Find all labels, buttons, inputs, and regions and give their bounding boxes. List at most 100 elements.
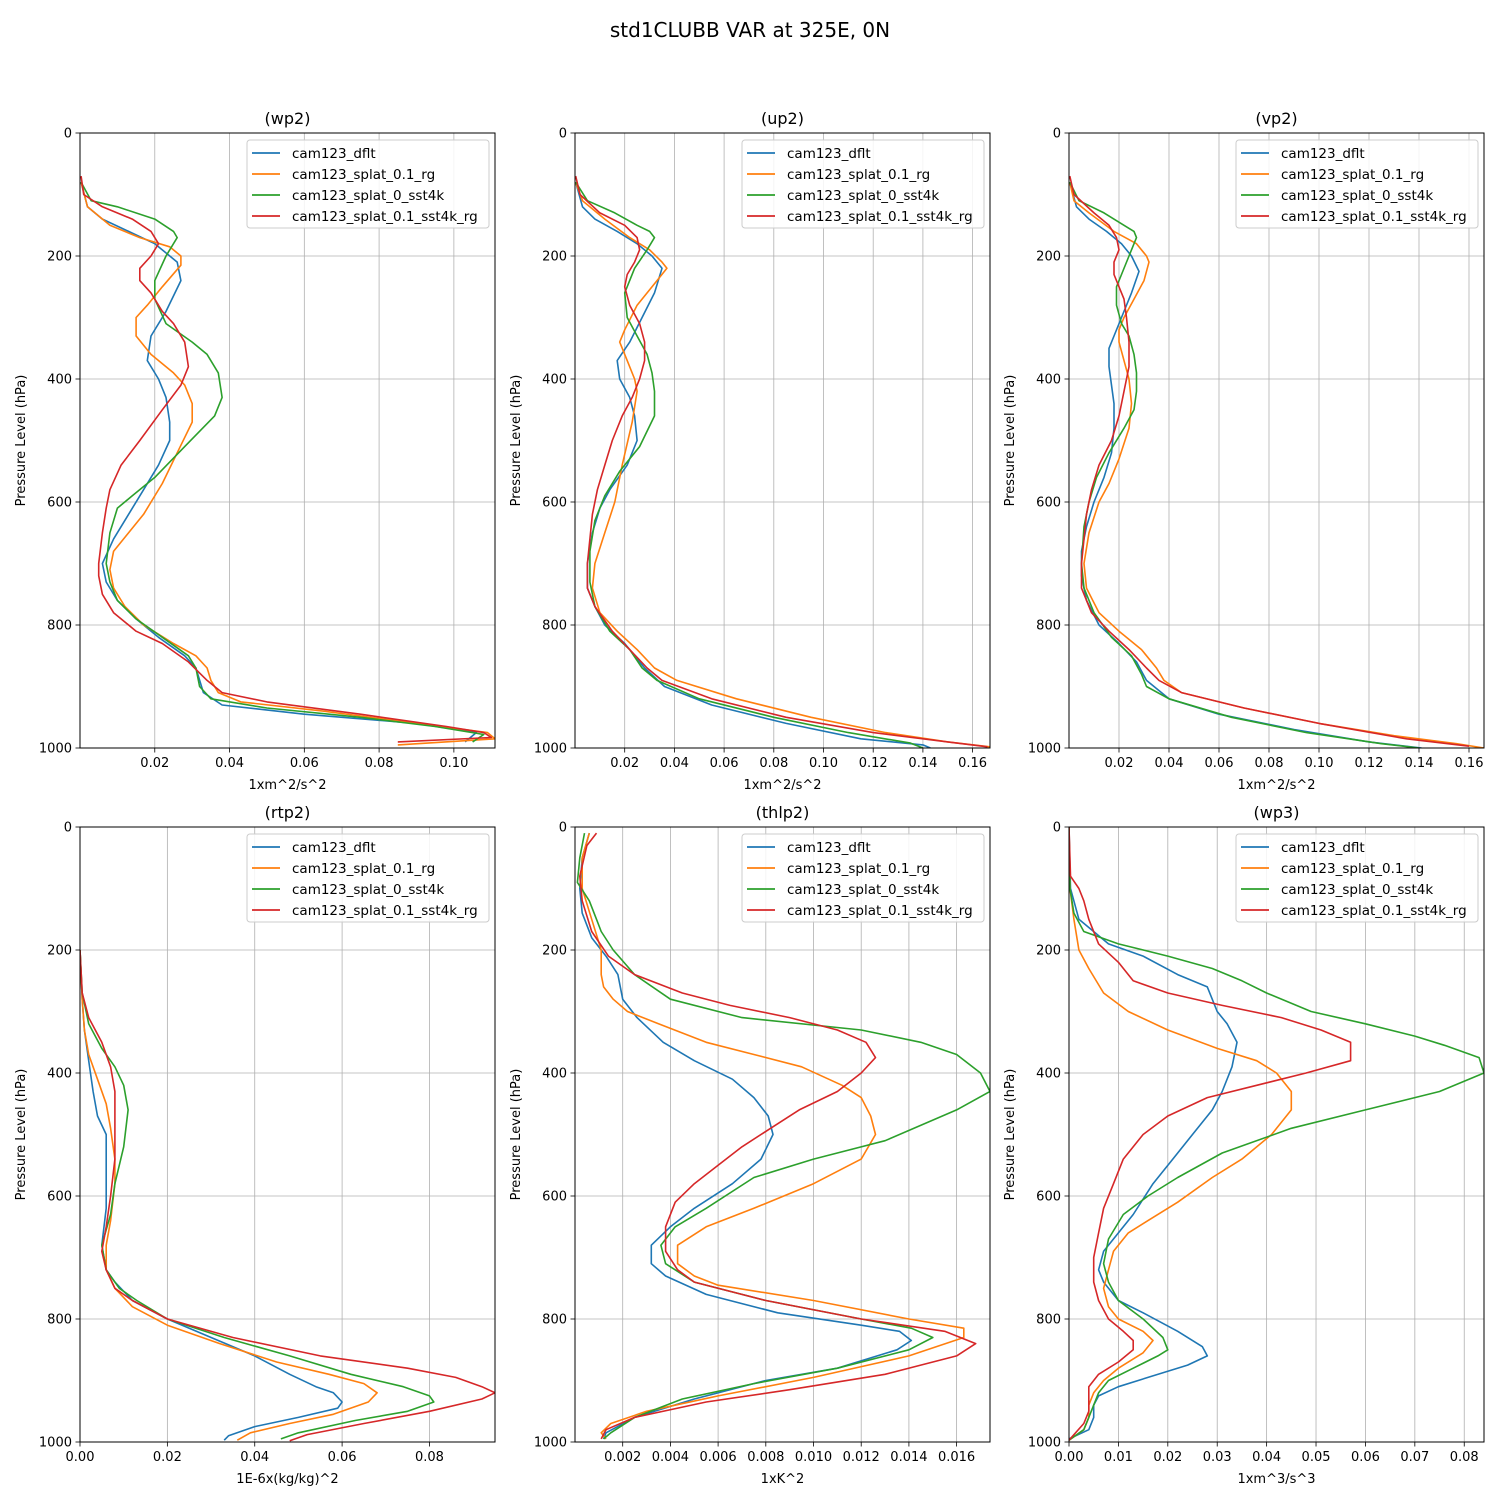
- plot-frame: [79, 826, 496, 1443]
- y-tick-label: 800: [47, 1313, 72, 1328]
- series-group: [576, 832, 990, 1440]
- subplot-title: (thlp2): [756, 803, 810, 822]
- y-tick-label: 0: [559, 127, 567, 142]
- subplot-1: 0.02 0.04 0.06 0.08 0.10 0 200 400 600 800 1000 (wp…: [14, 109, 496, 793]
- x-tick-label: 0.06: [290, 756, 319, 771]
- x-tick-label: 0.002: [604, 1450, 641, 1465]
- y-axis-label: Pressure Level (hPa): [1003, 375, 1018, 507]
- legend: cam123_dflt cam123_splat_0.1_rg cam123_spl…: [741, 139, 985, 229]
- x-tick-label: 0.04: [240, 1450, 269, 1465]
- series-line-cam123_dflt: [575, 181, 931, 748]
- legend-box: [246, 139, 490, 229]
- legend-box: [741, 833, 985, 923]
- x-tick-label: 0.04: [215, 756, 244, 771]
- subplot-title: (wp2): [265, 109, 311, 128]
- y-tick-label: 600: [47, 496, 72, 511]
- legend: cam123_dflt cam123_splat_0.1_rg cam123_spl…: [246, 139, 490, 229]
- x-tick-label: 0.14: [1405, 756, 1434, 771]
- x-tick-label: 0.08: [759, 756, 788, 771]
- y-tick-label: 800: [1036, 1313, 1061, 1328]
- series-line-cam123_splat_0.1_sst4k_rg: [80, 175, 493, 743]
- x-tick-label: 0.010: [795, 1450, 832, 1465]
- y-tick-label: 400: [1036, 1067, 1061, 1082]
- x-tick-label: 0.006: [699, 1450, 736, 1465]
- y-axis-label: Pressure Level (hPa): [509, 375, 524, 507]
- series-line-cam123_splat_0_sst4k: [1069, 827, 1484, 1441]
- series-line-cam123_splat_0_sst4k: [575, 181, 924, 748]
- x-tick-label: 0.004: [652, 1450, 689, 1465]
- legend-entry: cam123_splat_0_sst4k: [787, 188, 939, 204]
- series-line-cam123_splat_0.1_sst4k_rg: [80, 949, 495, 1442]
- legend-entry: cam123_splat_0.1_rg: [292, 167, 435, 183]
- y-tick-label: 400: [47, 1067, 72, 1082]
- series-line-cam123_splat_0.1_sst4k_rg: [1069, 175, 1470, 747]
- x-tick-label: 0.10: [439, 756, 468, 771]
- y-tick-label: 800: [542, 619, 567, 634]
- x-tick-label: 0.10: [1305, 756, 1334, 771]
- y-tick-label: 600: [542, 496, 567, 511]
- x-tick-label: 0.06: [328, 1450, 357, 1465]
- y-tick-label: 800: [1036, 619, 1061, 634]
- x-axis-label: 1xK^2: [761, 1472, 805, 1487]
- plot-frame: [1068, 826, 1485, 1443]
- legend-entry: cam123_dflt: [292, 840, 376, 856]
- series-group: [1069, 827, 1484, 1441]
- x-tick-label: 0.06: [1351, 1450, 1380, 1465]
- legend: cam123_dflt cam123_splat_0.1_rg cam123_spl…: [741, 833, 985, 923]
- legend-entry: cam123_dflt: [1281, 840, 1365, 856]
- series-line-cam123_splat_0.1_sst4k_rg: [579, 832, 977, 1440]
- y-tick-label: 200: [1036, 944, 1061, 959]
- legend-box: [1235, 139, 1479, 229]
- series-line-cam123_splat_0_sst4k: [80, 181, 485, 743]
- x-tick-label: 0.014: [890, 1450, 927, 1465]
- legend-entry: cam123_splat_0.1_rg: [292, 861, 435, 877]
- series-group: [575, 175, 990, 748]
- y-tick-label: 200: [542, 944, 567, 959]
- x-axis-label: 1xm^2/s^2: [248, 778, 326, 793]
- x-tick-label: 0.02: [140, 756, 169, 771]
- legend-entry: cam123_splat_0.1_rg: [787, 861, 930, 877]
- x-tick-label: 0.00: [1055, 1450, 1084, 1465]
- x-tick-label: 0.008: [747, 1450, 784, 1465]
- x-tick-label: 0.06: [1205, 756, 1234, 771]
- x-axis-label: 1xm^2/s^2: [743, 778, 821, 793]
- y-tick-label: 600: [542, 1190, 567, 1205]
- x-tick-label: 0.07: [1400, 1450, 1429, 1465]
- subplot-title: (wp3): [1254, 803, 1300, 822]
- series-line-cam123_splat_0_sst4k: [80, 949, 435, 1440]
- subplot-grid: 0.02 0.04 0.06 0.08 0.10 0 200 400 600 800 1000 (wp…: [14, 109, 1485, 1487]
- x-tick-label: 0.04: [1155, 756, 1184, 771]
- y-tick-label: 1000: [39, 1436, 72, 1451]
- series-line-cam123_splat_0.1_rg: [80, 181, 495, 746]
- legend-box: [246, 833, 490, 923]
- series-line-cam123_splat_0.1_sst4k_rg: [1069, 827, 1352, 1441]
- x-tick-label: 0.16: [958, 756, 987, 771]
- subplot-title: (vp2): [1255, 109, 1297, 128]
- y-tick-label: 800: [542, 1313, 567, 1328]
- y-tick-label: 0: [1053, 821, 1061, 836]
- y-axis-label: Pressure Level (hPa): [14, 375, 29, 507]
- x-tick-label: 0.08: [365, 756, 394, 771]
- x-tick-label: 0.06: [710, 756, 739, 771]
- y-tick-label: 1000: [534, 742, 567, 757]
- legend: cam123_dflt cam123_splat_0.1_rg cam123_spl…: [1235, 833, 1479, 923]
- legend-entry: cam123_splat_0_sst4k: [1281, 882, 1433, 898]
- y-tick-label: 400: [542, 1067, 567, 1082]
- x-tick-label: 0.16: [1455, 756, 1484, 771]
- legend-entry: cam123_splat_0.1_sst4k_rg: [787, 903, 973, 919]
- x-tick-label: 0.00: [66, 1450, 95, 1465]
- legend-entry: cam123_splat_0.1_sst4k_rg: [292, 209, 478, 225]
- y-tick-label: 600: [1036, 496, 1061, 511]
- series-line-cam123_splat_0.1_rg: [1069, 827, 1293, 1441]
- legend-entry: cam123_splat_0.1_rg: [1281, 861, 1424, 877]
- subplot-2: 0.02 0.04 0.06 0.08 0.10 0.12 0.14 0.16 0 200 400 6…: [509, 109, 991, 793]
- x-tick-label: 0.12: [859, 756, 888, 771]
- y-tick-label: 600: [47, 1190, 72, 1205]
- legend-entry: cam123_splat_0_sst4k: [787, 882, 939, 898]
- x-tick-label: 0.12: [1355, 756, 1384, 771]
- series-group: [1069, 175, 1484, 748]
- legend-entry: cam123_splat_0.1_sst4k_rg: [1281, 209, 1467, 225]
- series-line-cam123_dflt: [1069, 827, 1238, 1440]
- x-tick-label: 0.10: [809, 756, 838, 771]
- legend-entry: cam123_splat_0.1_sst4k_rg: [1281, 903, 1467, 919]
